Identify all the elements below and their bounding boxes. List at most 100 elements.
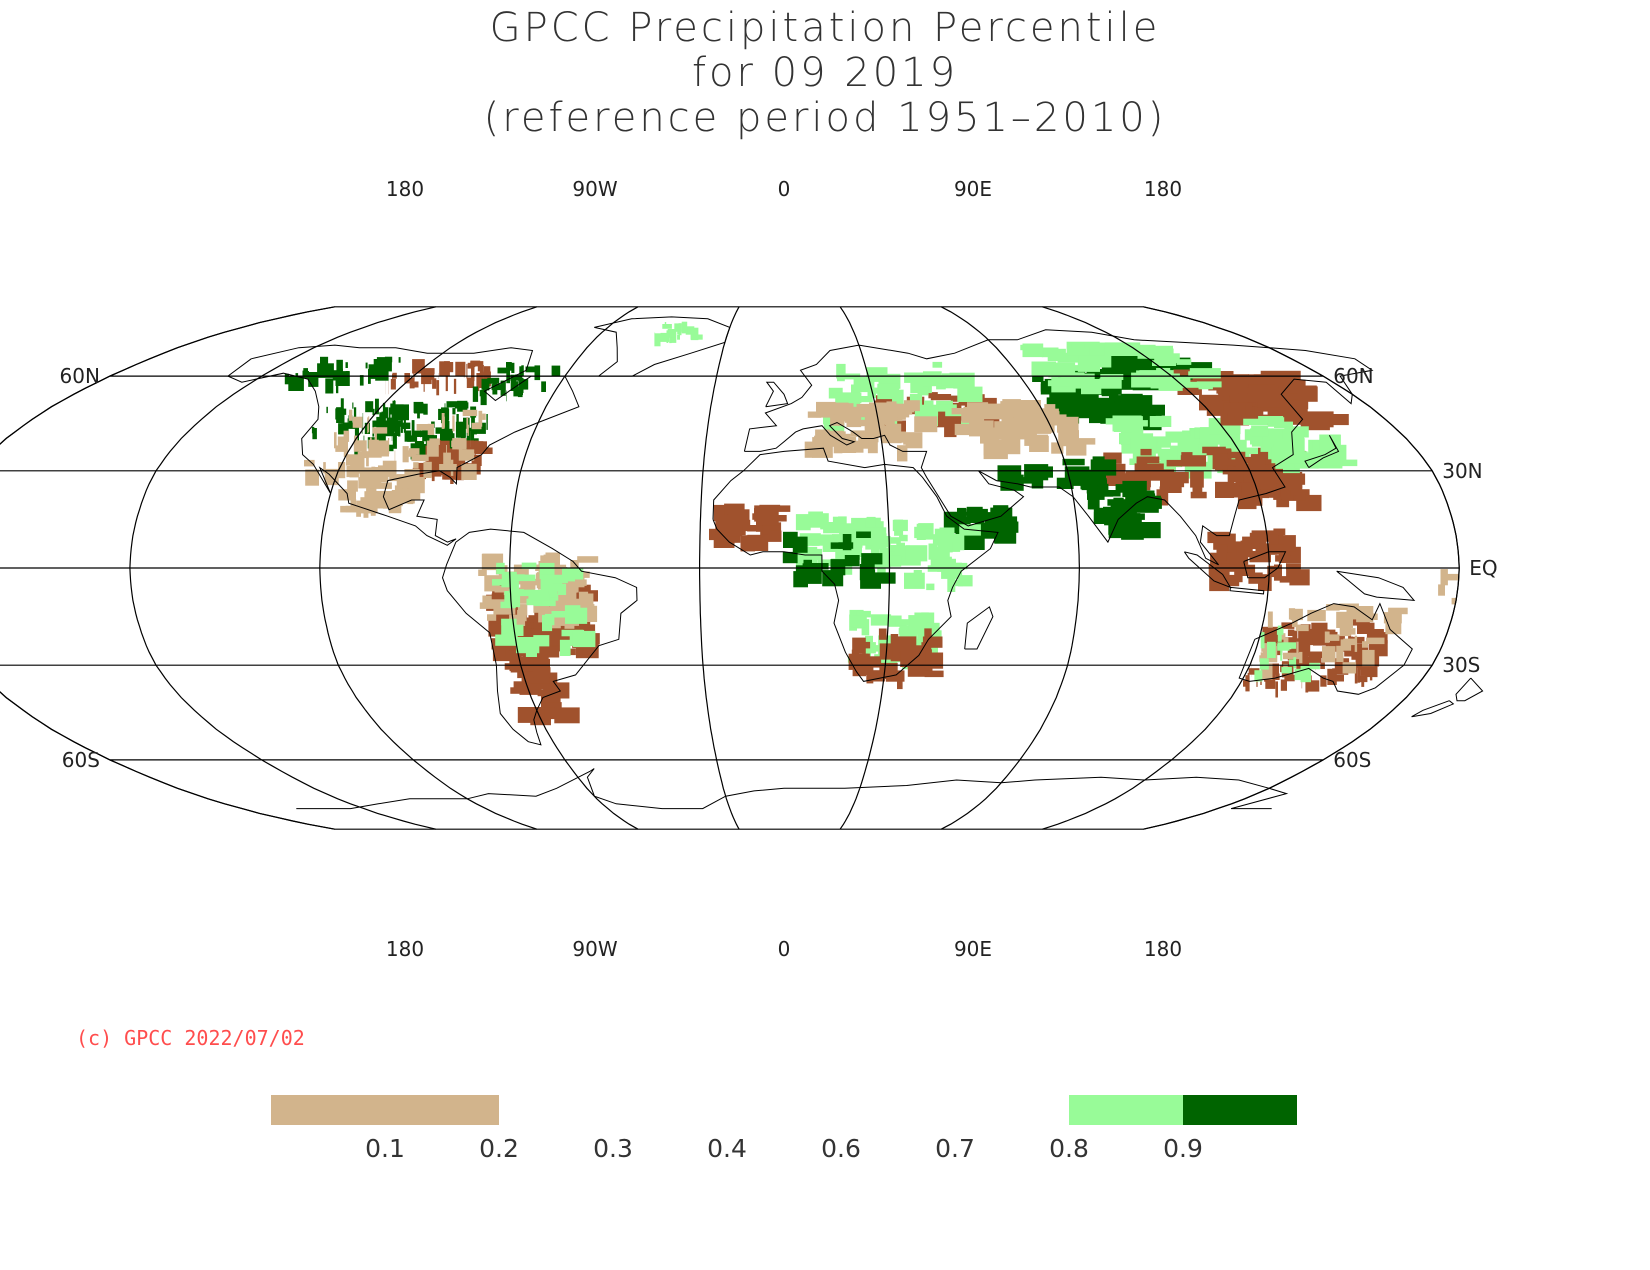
percentile-cell bbox=[357, 451, 369, 459]
percentile-cell bbox=[519, 379, 529, 390]
percentile-cell bbox=[308, 372, 319, 387]
percentile-cell bbox=[947, 558, 956, 566]
percentile-cell bbox=[851, 384, 861, 396]
percentile-cell bbox=[509, 578, 519, 595]
percentile-cell bbox=[398, 357, 401, 363]
percentile-cell bbox=[941, 562, 963, 579]
percentile-cell bbox=[409, 448, 420, 455]
percentile-cell bbox=[865, 527, 887, 534]
percentile-cell bbox=[971, 512, 993, 519]
legend-tick-label: 0.4 bbox=[707, 1134, 747, 1163]
percentile-cell bbox=[466, 363, 468, 379]
percentile-cell bbox=[322, 370, 325, 376]
percentile-cell bbox=[1047, 414, 1067, 426]
percentile-cell bbox=[871, 387, 886, 394]
percentile-cell bbox=[1265, 672, 1276, 689]
percentile-cell bbox=[833, 403, 854, 415]
percentile-cell bbox=[323, 462, 326, 474]
longitude-label-bottom: 0 bbox=[778, 937, 791, 961]
percentile-cell bbox=[1373, 640, 1388, 657]
percentile-cell bbox=[384, 407, 389, 419]
percentile-cell bbox=[681, 321, 688, 334]
percentile-cell bbox=[1383, 632, 1388, 644]
percentile-cell bbox=[1114, 503, 1137, 515]
percentile-cell bbox=[852, 615, 867, 628]
percentile-cell bbox=[1504, 596, 1516, 607]
percentile-cell bbox=[1190, 491, 1207, 499]
percentile-cell bbox=[916, 404, 939, 416]
percentile-cell bbox=[762, 518, 771, 535]
percentile-cell bbox=[863, 642, 871, 659]
copyright-note: (c) GPCC 2022/07/02 bbox=[76, 1026, 305, 1050]
percentile-cell bbox=[507, 364, 514, 371]
percentile-cell bbox=[1062, 458, 1085, 466]
percentile-cell bbox=[1221, 563, 1230, 570]
percentile-cell bbox=[1243, 466, 1271, 483]
percentile-cell bbox=[1056, 477, 1074, 489]
percentile-cell bbox=[466, 442, 476, 454]
percentile-cell bbox=[359, 467, 376, 479]
percentile-cell bbox=[924, 652, 944, 669]
percentile-cell bbox=[1227, 404, 1246, 416]
percentile-cell bbox=[851, 517, 873, 530]
percentile-cell bbox=[1190, 471, 1204, 488]
percentile-cell bbox=[724, 503, 745, 515]
percentile-cell bbox=[875, 412, 892, 424]
percentile-cell bbox=[1154, 353, 1180, 364]
percentile-cell bbox=[578, 591, 589, 608]
percentile-cell bbox=[1354, 635, 1358, 652]
percentile-cell bbox=[990, 517, 1007, 524]
percentile-cell bbox=[887, 545, 897, 557]
percentile-cell bbox=[1217, 544, 1228, 561]
percentile-cell bbox=[932, 534, 955, 546]
percentile-cell bbox=[892, 638, 900, 651]
percentile-cell bbox=[1047, 380, 1070, 387]
percentile-cell bbox=[413, 462, 419, 469]
percentile-cell bbox=[974, 533, 983, 540]
percentile-cell bbox=[1208, 564, 1230, 576]
percentile-cell bbox=[436, 380, 440, 396]
percentile-cell bbox=[812, 437, 821, 454]
coastline bbox=[594, 316, 731, 377]
percentile-cell bbox=[905, 545, 928, 562]
percentile-cell bbox=[284, 373, 289, 385]
percentile-cell bbox=[517, 609, 527, 622]
percentile-cell bbox=[1333, 459, 1358, 467]
percentile-cell bbox=[1219, 442, 1232, 450]
percentile-cell bbox=[812, 534, 834, 546]
percentile-cell bbox=[814, 435, 829, 443]
percentile-cell bbox=[432, 378, 437, 389]
percentile-cell bbox=[471, 413, 475, 430]
percentile-cell bbox=[312, 428, 317, 440]
percentile-cell bbox=[1325, 451, 1344, 459]
percentile-cell bbox=[842, 433, 851, 441]
percentile-cell bbox=[1150, 469, 1175, 481]
percentile-cell bbox=[533, 658, 550, 671]
percentile-cell bbox=[335, 371, 350, 386]
percentile-cell bbox=[288, 375, 304, 391]
percentile-cell bbox=[511, 362, 515, 373]
percentile-cell bbox=[1156, 368, 1171, 374]
percentile-cell bbox=[1277, 625, 1282, 642]
percentile-cell bbox=[452, 438, 467, 450]
percentile-cell bbox=[1089, 346, 1109, 356]
percentile-cell bbox=[1279, 633, 1286, 640]
percentile-cell bbox=[831, 431, 846, 443]
percentile-cell bbox=[376, 416, 381, 433]
percentile-cell bbox=[1179, 381, 1204, 388]
longitude-label-bottom: 90W bbox=[572, 937, 617, 961]
percentile-cell bbox=[926, 583, 935, 591]
percentile-cell bbox=[709, 528, 724, 541]
percentile-cell bbox=[1307, 656, 1310, 669]
longitude-label-top: 90E bbox=[954, 177, 992, 201]
latitude-label-left: 60S bbox=[62, 748, 100, 772]
percentile-cell bbox=[528, 667, 551, 674]
percentile-cell bbox=[822, 432, 831, 440]
percentile-cell bbox=[867, 428, 889, 435]
percentile-cell bbox=[495, 634, 518, 646]
percentile-cell bbox=[427, 369, 433, 380]
percentile-cell bbox=[1228, 575, 1243, 583]
percentile-cell bbox=[1099, 378, 1122, 389]
percentile-cell bbox=[492, 379, 498, 395]
percentile-cell bbox=[1383, 612, 1402, 624]
